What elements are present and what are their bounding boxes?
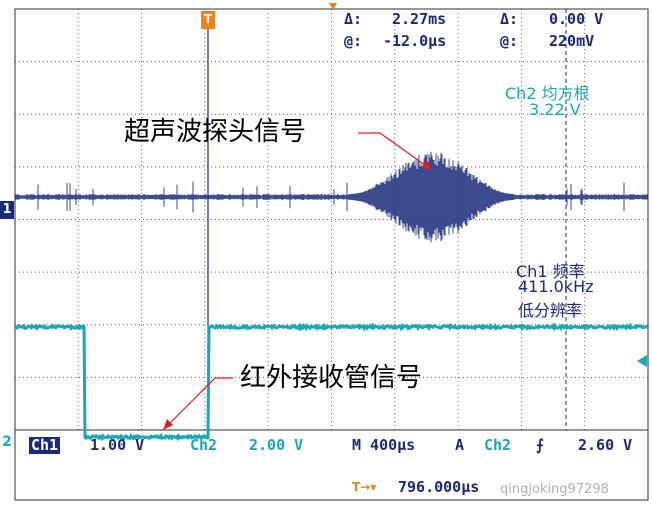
timebase: M 400µs bbox=[352, 438, 415, 453]
delta-volt-value: 0.00 V bbox=[549, 12, 603, 27]
ch2-scale: 2.00 V bbox=[249, 438, 303, 453]
delta-time-label: Δ: bbox=[344, 12, 362, 27]
ch1-scale: 1.00 V bbox=[90, 438, 144, 453]
ch2-ground-marker[interactable]: 2 bbox=[0, 433, 14, 451]
ch2-rms-value: 3.22 V bbox=[529, 100, 581, 119]
ch1-ground-marker[interactable]: 1 bbox=[0, 201, 14, 219]
at-time-label: @: bbox=[344, 34, 362, 49]
delta-time-value: 2.27ms bbox=[392, 12, 446, 27]
watermark: qingjoking97298 bbox=[500, 482, 609, 497]
infrared-annotation: 红外接收管信号 bbox=[240, 365, 422, 391]
trigger-level-marker bbox=[637, 355, 647, 367]
at-volt-label: @: bbox=[500, 34, 518, 49]
ch1-freq-value: 411.0kHz bbox=[518, 277, 594, 296]
at-volt-value: 220mV bbox=[549, 34, 594, 49]
infrared-arrowhead bbox=[163, 419, 173, 430]
ch1-freq-note: 低分辨率 bbox=[518, 297, 582, 321]
delta-volt-label: Δ: bbox=[500, 12, 518, 27]
trigger-level: 2.60 V bbox=[578, 438, 632, 453]
trigger-source: Ch2 bbox=[484, 438, 511, 453]
horizontal-position-label: T→▾ bbox=[352, 480, 376, 494]
horizontal-position-value: 796.000µs bbox=[398, 480, 479, 495]
trigger-mode: A bbox=[455, 438, 464, 453]
ultrasonic-annotation: 超声波探头信号 bbox=[124, 119, 306, 145]
at-time-value: -12.0µs bbox=[383, 34, 446, 49]
ch2-label[interactable]: Ch2 bbox=[190, 438, 217, 453]
trigger-slope-icon: ⨍ bbox=[536, 438, 544, 453]
ch1-label[interactable]: Ch1 bbox=[29, 437, 60, 454]
trigger-marker[interactable]: T bbox=[201, 11, 215, 29]
